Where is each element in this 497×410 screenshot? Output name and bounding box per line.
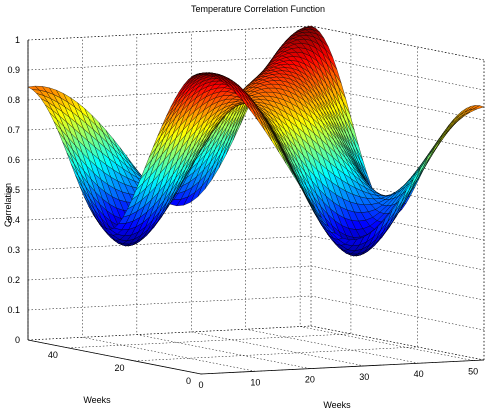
x-axis-label: Weeks — [323, 400, 351, 410]
x-tick-label: 30 — [359, 372, 369, 382]
y-axis-label: Weeks — [83, 395, 111, 405]
axis-line — [27, 339, 202, 375]
surface-cell — [437, 130, 449, 147]
surface-cell — [429, 138, 442, 157]
surface-cell — [422, 147, 435, 168]
z-tick-label: 0.6 — [7, 155, 20, 165]
z-tick-label: 0.1 — [7, 305, 20, 315]
z-grid-line — [27, 295, 485, 331]
x-grid-line — [299, 26, 474, 361]
chart-title: Temperature Correlation Function — [191, 4, 325, 14]
x-tick-label: 50 — [468, 367, 478, 377]
x-tick-label: 20 — [305, 375, 315, 385]
z-tick-label: 0.4 — [7, 215, 20, 225]
y-grid-line — [200, 60, 485, 375]
y-tick-label: 40 — [48, 350, 58, 360]
x-grid-line — [136, 34, 310, 369]
x-tick-label: 0 — [198, 380, 203, 390]
z-tick-label: 0 — [15, 335, 20, 345]
axis-line — [200, 359, 485, 375]
z-grid-line — [27, 235, 485, 271]
z-grid-line — [27, 265, 485, 301]
z-grid-line — [27, 25, 485, 61]
surface-cell — [196, 72, 209, 75]
z-tick-label: 0.3 — [7, 245, 20, 255]
z-tick-label: 0.2 — [7, 275, 20, 285]
y-grid-line — [134, 46, 418, 362]
z-tick-label: 1 — [15, 35, 20, 45]
x-grid-line — [82, 37, 256, 372]
x-grid-line — [191, 31, 365, 367]
surface-plot — [27, 25, 485, 257]
z-tick-label: 0.7 — [7, 125, 20, 135]
x-tick-label: 10 — [250, 377, 260, 387]
z-axis-label: Correlation — [3, 183, 13, 227]
y-tick-label: 20 — [114, 363, 124, 373]
y-tick-label: 0 — [186, 376, 191, 386]
tick-labels: 00.10.20.30.40.50.60.70.80.910 10 20 30 40 50… — [7, 35, 478, 390]
z-tick-label: 0.9 — [7, 65, 20, 75]
z-tick-label: 0.5 — [7, 185, 20, 195]
z-tick-label: 0.8 — [7, 95, 20, 105]
x-tick-label: 40 — [414, 369, 424, 379]
x-grid-line — [245, 29, 419, 364]
